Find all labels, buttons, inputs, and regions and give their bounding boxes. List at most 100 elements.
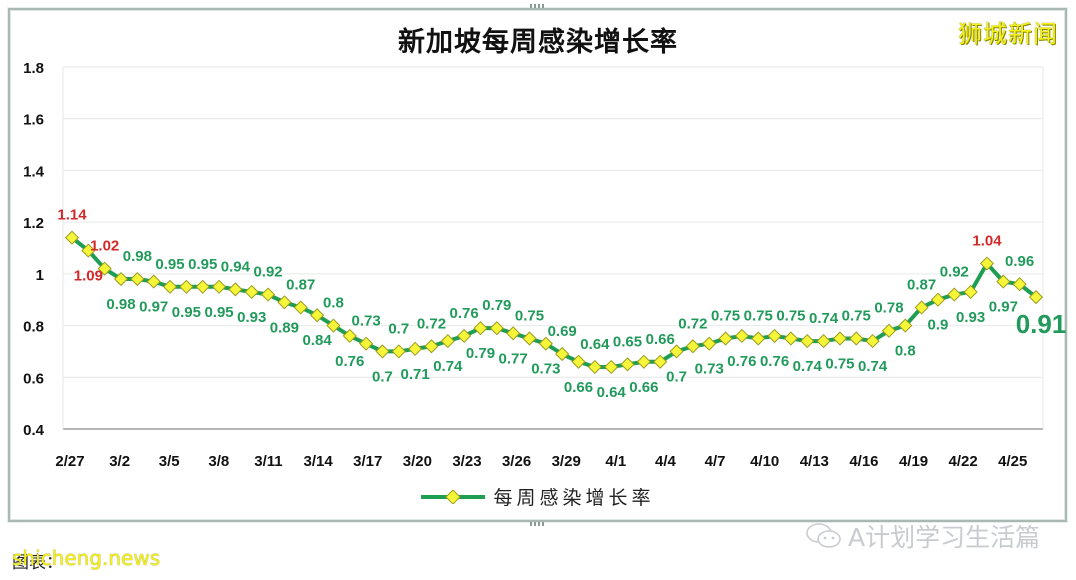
data-label: 0.76 <box>727 353 756 370</box>
data-point-marker <box>930 292 946 307</box>
x-tick-label: 3/5 <box>159 453 180 470</box>
x-tick-label: 4/10 <box>750 453 779 470</box>
data-point-marker <box>391 344 406 359</box>
data-label: 1.14 <box>57 207 87 224</box>
data-point-marker <box>538 336 553 351</box>
data-point-marker <box>767 328 782 343</box>
data-label: 0.66 <box>564 379 593 396</box>
data-point-marker <box>130 271 145 287</box>
data-point-marker <box>211 279 227 294</box>
data-point-marker <box>832 331 848 346</box>
data-point-marker <box>473 321 488 336</box>
data-point-marker <box>506 326 521 341</box>
legend-line-marker-icon <box>421 489 486 504</box>
x-axis-labels: 2/27 3/2 3/5 3/8 3/11 3/14 3/17 3/20 3/23 3/26 3/2… <box>55 453 1027 470</box>
y-tick-label: 1 <box>36 267 44 284</box>
chart-legend: 每周感染增长率 <box>0 483 1076 510</box>
data-point-marker <box>1028 290 1044 305</box>
data-point-marker <box>849 331 864 346</box>
data-point-marker <box>359 336 374 351</box>
y-tick-label: 0.8 <box>23 319 44 336</box>
data-label: 0.64 <box>597 384 627 401</box>
data-point-marker <box>310 308 325 323</box>
wechat-account-credit: A计划学习生活篇 <box>806 518 1040 554</box>
data-point-marker <box>113 271 129 287</box>
data-point-marker <box>293 300 308 315</box>
data-point-marker <box>489 321 504 336</box>
data-point-marker <box>440 334 455 349</box>
data-label: 0.97 <box>139 299 168 316</box>
data-label: 0.95 <box>204 304 233 321</box>
y-axis-labels: 0.4 0.6 0.8 1 1.2 1.4 1.6 1.8 <box>23 60 45 439</box>
chart-title: 新加坡每周感染增长率 <box>398 27 678 58</box>
data-label: 1.04 <box>972 233 1002 250</box>
data-label: 0.76 <box>450 305 479 322</box>
wechat-account-name: A计划学习生活篇 <box>848 523 1041 552</box>
data-point-marker <box>81 243 96 258</box>
data-label: 0.75 <box>515 308 544 325</box>
data-point-marker <box>260 287 276 302</box>
x-tick-label: 3/29 <box>552 453 581 470</box>
data-label: 0.69 <box>548 323 577 340</box>
x-tick-label: 2/27 <box>55 453 84 470</box>
data-point-marker <box>555 346 570 362</box>
data-label: 0.79 <box>466 345 495 362</box>
data-label: 0.74 <box>793 358 823 375</box>
wechat-icon <box>806 523 841 548</box>
data-label: 0.98 <box>106 296 135 313</box>
data-point-marker <box>64 230 80 245</box>
data-label: 0.72 <box>417 315 446 332</box>
data-label: 0.95 <box>188 256 217 273</box>
y-tick-label: 0.6 <box>23 370 44 387</box>
resize-handle-bottom[interactable] <box>530 522 544 526</box>
data-label: 0.89 <box>270 319 299 336</box>
data-point-marker <box>783 331 798 346</box>
source-label: 图表： <box>12 553 63 573</box>
data-point-marker <box>800 334 815 349</box>
data-point-marker <box>326 318 341 333</box>
data-label: 0.64 <box>580 336 610 353</box>
data-label: 0.66 <box>629 379 658 396</box>
resize-handle-top[interactable] <box>530 4 544 8</box>
x-tick-label: 3/26 <box>502 453 531 470</box>
data-label: 0.95 <box>155 256 184 273</box>
site-watermark: shicheng.news <box>12 546 161 570</box>
data-point-marker <box>898 318 913 333</box>
data-label: 0.96 <box>1005 253 1034 270</box>
x-tick-label: 4/7 <box>705 453 726 470</box>
data-point-marker <box>963 284 978 300</box>
data-point-marker <box>457 328 472 343</box>
data-point-marker <box>228 282 243 297</box>
y-tick-label: 0.4 <box>23 422 45 439</box>
data-labels: 1.141.091.020.980.980.970.950.950.950.95… <box>57 207 1066 401</box>
x-tick-label: 4/4 <box>655 453 677 470</box>
data-label: 0.97 <box>989 299 1018 316</box>
data-label: 0.93 <box>237 309 266 326</box>
data-label: 0.8 <box>895 343 916 360</box>
data-point-marker <box>636 354 651 369</box>
data-label: 0.95 <box>172 304 201 321</box>
data-point-marker <box>244 284 259 300</box>
data-point-marker <box>947 287 962 302</box>
data-label: 0.78 <box>874 300 903 317</box>
data-point-marker <box>685 339 700 354</box>
data-point-marker <box>277 295 292 310</box>
x-tick-label: 4/19 <box>899 453 928 470</box>
data-point-marker <box>734 328 749 343</box>
chart-frame <box>8 4 1067 526</box>
data-label: 0.76 <box>760 353 789 370</box>
x-tick-label: 4/1 <box>605 453 626 470</box>
data-point-marker <box>97 261 112 276</box>
data-point-marker <box>653 354 668 369</box>
x-tick-label: 3/2 <box>109 453 130 470</box>
data-label: 0.65 <box>613 333 642 350</box>
data-label: 1.02 <box>90 238 119 255</box>
data-label: 0.7 <box>388 320 409 337</box>
data-label: 0.84 <box>302 332 332 349</box>
data-point-marker <box>179 279 194 294</box>
data-point-marker <box>979 256 995 271</box>
data-label: 0.66 <box>646 331 675 348</box>
data-point-marker <box>146 274 161 289</box>
data-label: 0.92 <box>940 264 969 281</box>
x-tick-label: 3/14 <box>303 453 333 470</box>
